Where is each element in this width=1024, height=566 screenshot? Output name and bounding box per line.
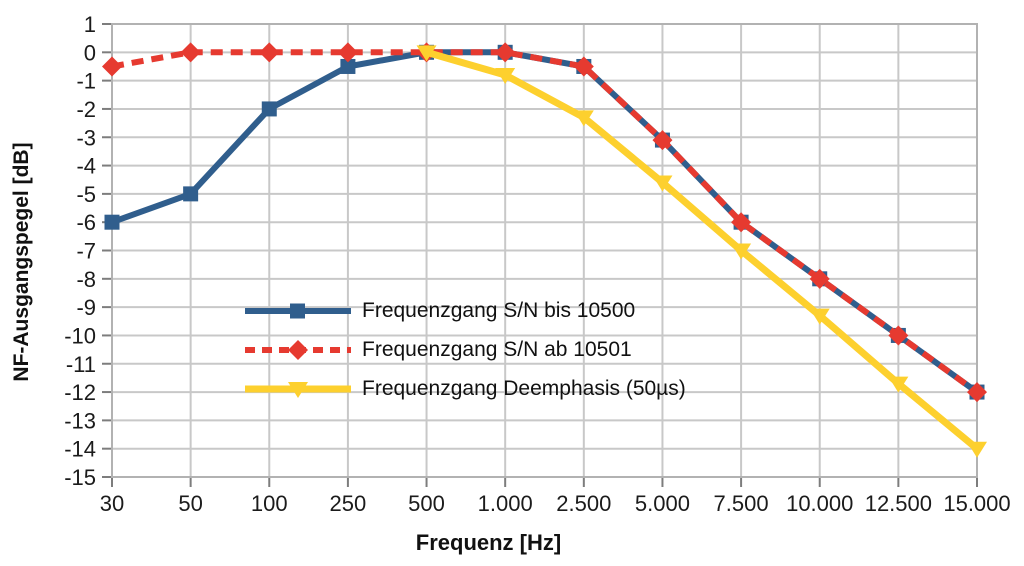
y-tick-label: -13	[64, 408, 96, 433]
y-tick-label: -7	[76, 239, 96, 264]
series-marker-triangle	[573, 110, 594, 127]
y-tick-label: -9	[76, 295, 96, 320]
y-tick-label: -4	[76, 154, 96, 179]
series-marker-square	[183, 186, 199, 202]
series-marker-triangle	[809, 308, 830, 325]
x-axis-title: Frequenz [Hz]	[415, 530, 562, 555]
series-line-2	[425, 48, 980, 452]
y-tick-label: -8	[76, 267, 96, 292]
legend-marker	[288, 381, 308, 398]
series-marker-diamond	[573, 56, 594, 77]
series-line-1	[111, 49, 979, 395]
plot-border	[111, 23, 978, 478]
y-tick-label: 1	[84, 12, 96, 37]
legend-label: Frequenzgang S/N ab 10501	[362, 337, 632, 361]
series-marker-square	[104, 214, 120, 230]
x-tick-label: 250	[330, 491, 367, 516]
series-marker-triangle	[967, 441, 987, 458]
x-tick-label: 7.500	[714, 491, 769, 516]
y-tick-label: -1	[76, 69, 96, 94]
series-marker-triangle	[731, 243, 752, 260]
series-marker-diamond	[809, 268, 830, 289]
y-tick-label: -3	[76, 125, 96, 150]
y-tick-label: -2	[76, 97, 96, 122]
y-tick-label: -12	[64, 380, 96, 405]
series-marker-square	[261, 101, 277, 117]
legend-marker	[288, 339, 308, 360]
legend-swatch-dashed-diamond	[245, 339, 351, 360]
series-marker-triangle	[495, 67, 516, 84]
y-tick-label: -11	[66, 352, 96, 377]
x-tick-label: 2.500	[556, 491, 611, 516]
y-tick-label: -10	[64, 323, 96, 348]
y-tick-label: -15	[64, 465, 96, 490]
x-tick-label: 30	[100, 491, 124, 516]
legend-item: Frequenzgang Deemphasis (50µs)	[243, 369, 686, 408]
x-tick-label: 15.000	[943, 491, 1010, 516]
x-tick-label: 12.500	[865, 491, 932, 516]
series-marker-square	[340, 58, 356, 74]
x-tick-label: 50	[178, 491, 202, 516]
series-marker-triangle	[888, 376, 909, 393]
legend-item: Frequenzgang S/N bis 10500	[243, 291, 686, 330]
legend: Frequenzgang S/N bis 10500 Frequenzgang …	[243, 291, 686, 408]
y-tick-label: -14	[64, 437, 96, 462]
series-marker-diamond	[888, 325, 909, 346]
legend-label: Frequenzgang Deemphasis (50µs)	[362, 376, 686, 400]
y-tick-label: 0	[84, 40, 96, 65]
series-marker-triangle	[416, 45, 437, 62]
series-marker-triangle	[652, 175, 673, 192]
legend-swatch-solid-triangle	[245, 381, 351, 398]
y-tick-label: -6	[76, 210, 96, 235]
legend-item: Frequenzgang S/N ab 10501	[243, 330, 686, 369]
legend-label: Frequenzgang S/N bis 10500	[362, 298, 636, 322]
series-marker-diamond	[967, 382, 987, 403]
series-marker-diamond	[259, 42, 280, 63]
legend-swatch-solid-square	[245, 303, 351, 318]
legend-marker	[290, 303, 305, 318]
series-marker-diamond	[180, 42, 201, 63]
y-tick-label: -5	[76, 182, 96, 207]
series-marker-diamond	[337, 42, 358, 63]
x-tick-label: 5.000	[635, 491, 690, 516]
series-marker-diamond	[102, 56, 122, 77]
series-marker-diamond	[731, 212, 752, 233]
x-tick-label: 100	[251, 491, 288, 516]
y-axis-title: NF-Ausgangspegel [dB]	[10, 142, 33, 382]
series-marker-diamond	[495, 42, 516, 63]
x-tick-label: 10.000	[786, 491, 853, 516]
series-marker-diamond	[652, 130, 673, 151]
x-tick-label: 1.000	[478, 491, 533, 516]
x-tick-label: 500	[408, 491, 445, 516]
